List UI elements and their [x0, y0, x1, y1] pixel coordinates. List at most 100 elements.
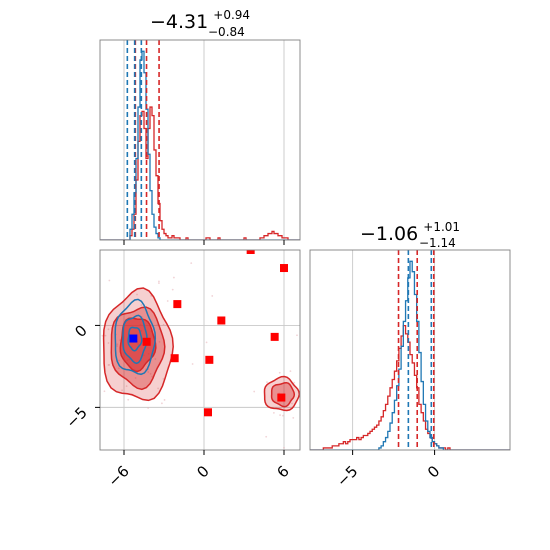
sample-point [190, 262, 193, 265]
sample-point [166, 300, 169, 302]
sample-point [119, 339, 121, 342]
sample-point [147, 407, 150, 409]
sample-point [266, 381, 268, 384]
x-tick-label: −5 [333, 462, 361, 490]
marginal-histograms-param-1 [100, 40, 300, 240]
sample-point [127, 398, 130, 401]
histogram-sample-b [310, 260, 510, 450]
joint-panel: −6 0 6 −5 0 [62, 236, 306, 490]
blue-square-marker [129, 334, 138, 343]
title-upper-error: +1.01 [423, 220, 460, 234]
sample-point [108, 364, 111, 366]
sample-point [304, 365, 306, 367]
sample-point [117, 367, 120, 370]
sample-point [171, 288, 174, 291]
sample-point [162, 323, 165, 326]
red-square-marker [205, 355, 214, 364]
x-tick-label: 0 [193, 462, 212, 481]
sample-point [108, 279, 111, 282]
marginal-histograms-param-2 [310, 250, 510, 450]
sample-point [136, 293, 138, 296]
marginal-panel-param-2: −5 0 −1.06 +1.01 −1.14 [309, 220, 511, 490]
marginal-panel-param-1: −4.31 +0.94 −0.84 [99, 8, 301, 245]
joint-panel-frame [99, 249, 301, 451]
y-tick-label: 0 [71, 322, 90, 341]
sample-point [116, 345, 119, 347]
sample-point [291, 402, 293, 405]
sample-point [172, 276, 175, 279]
red-square-marker [246, 250, 255, 254]
red-square-marker [280, 264, 288, 273]
sample-point [161, 402, 163, 405]
title-upper-error: +0.94 [213, 8, 250, 22]
marginal-panel-background [100, 40, 300, 240]
sample-point [101, 334, 104, 337]
sample-point [191, 363, 194, 365]
histogram-sample-b [100, 50, 300, 240]
contour-sample-b-level-3 [127, 326, 143, 352]
joint-contours [79, 236, 306, 449]
sample-point [163, 399, 166, 401]
x-tick-label: −6 [104, 462, 132, 490]
sample-point [84, 403, 86, 405]
sample-point [265, 435, 268, 438]
red-square-marker [270, 332, 279, 341]
marginal-panel-ticks [123, 240, 285, 245]
red-square-marker [142, 337, 151, 346]
title-lower-error: −0.84 [208, 25, 245, 39]
y-tick-label: −5 [62, 403, 90, 431]
red-square-marker [204, 408, 212, 417]
sample-point [205, 341, 208, 344]
sample-point [104, 334, 107, 337]
sample-point [158, 282, 160, 285]
histogram-sample-a [310, 324, 510, 450]
sample-point [253, 390, 256, 393]
red-square-marker [173, 300, 182, 309]
sample-point [134, 377, 137, 379]
marginal-title-param-2: −1.06 +1.01 [360, 220, 460, 245]
marginal-panel-ticks: −5 0 [333, 450, 443, 490]
sample-point [116, 343, 119, 346]
sample-point [149, 372, 152, 375]
contour-sample-b-level-2 [122, 314, 148, 365]
sample-point [103, 390, 106, 393]
sample-point [107, 328, 110, 331]
x-tick-label: 0 [424, 462, 443, 481]
red-square-marker [277, 393, 286, 402]
sample-point [293, 381, 296, 384]
sample-point [162, 378, 165, 380]
x-tick-label: 6 [273, 462, 292, 481]
histogram-sample-a [100, 106, 300, 240]
sample-point [158, 280, 160, 283]
sample-point [84, 281, 86, 283]
sample-point [283, 446, 285, 449]
marginal-panel-grid [352, 250, 436, 450]
marginal-panel-frame [309, 249, 511, 451]
title-lower-error: −1.14 [419, 236, 456, 250]
sample-point [107, 342, 110, 344]
sample-point [157, 387, 160, 390]
sample-point [147, 371, 150, 373]
marginal-panel-frame [99, 39, 301, 241]
marginal-panel-grid [123, 40, 285, 240]
sample-point [272, 411, 275, 414]
sample-point [140, 304, 143, 306]
sample-point [211, 295, 214, 297]
sample-point [158, 340, 161, 343]
title-value: −1.06 [360, 223, 418, 245]
red-square-marker [170, 354, 179, 363]
sample-point [279, 414, 281, 416]
sample-point [121, 389, 124, 392]
red-square-marker [217, 316, 226, 325]
sample-point [278, 371, 281, 374]
marginal-title-param-1: −4.31 +0.94 [150, 8, 250, 33]
sample-point [289, 370, 292, 373]
title-value: −4.31 [150, 11, 208, 33]
sample-point [79, 236, 81, 238]
sample-point [296, 334, 298, 337]
sample-point [292, 416, 295, 419]
contour-sample-b-level-1 [114, 298, 157, 376]
sample-point [125, 385, 128, 388]
sample-point [282, 414, 284, 417]
